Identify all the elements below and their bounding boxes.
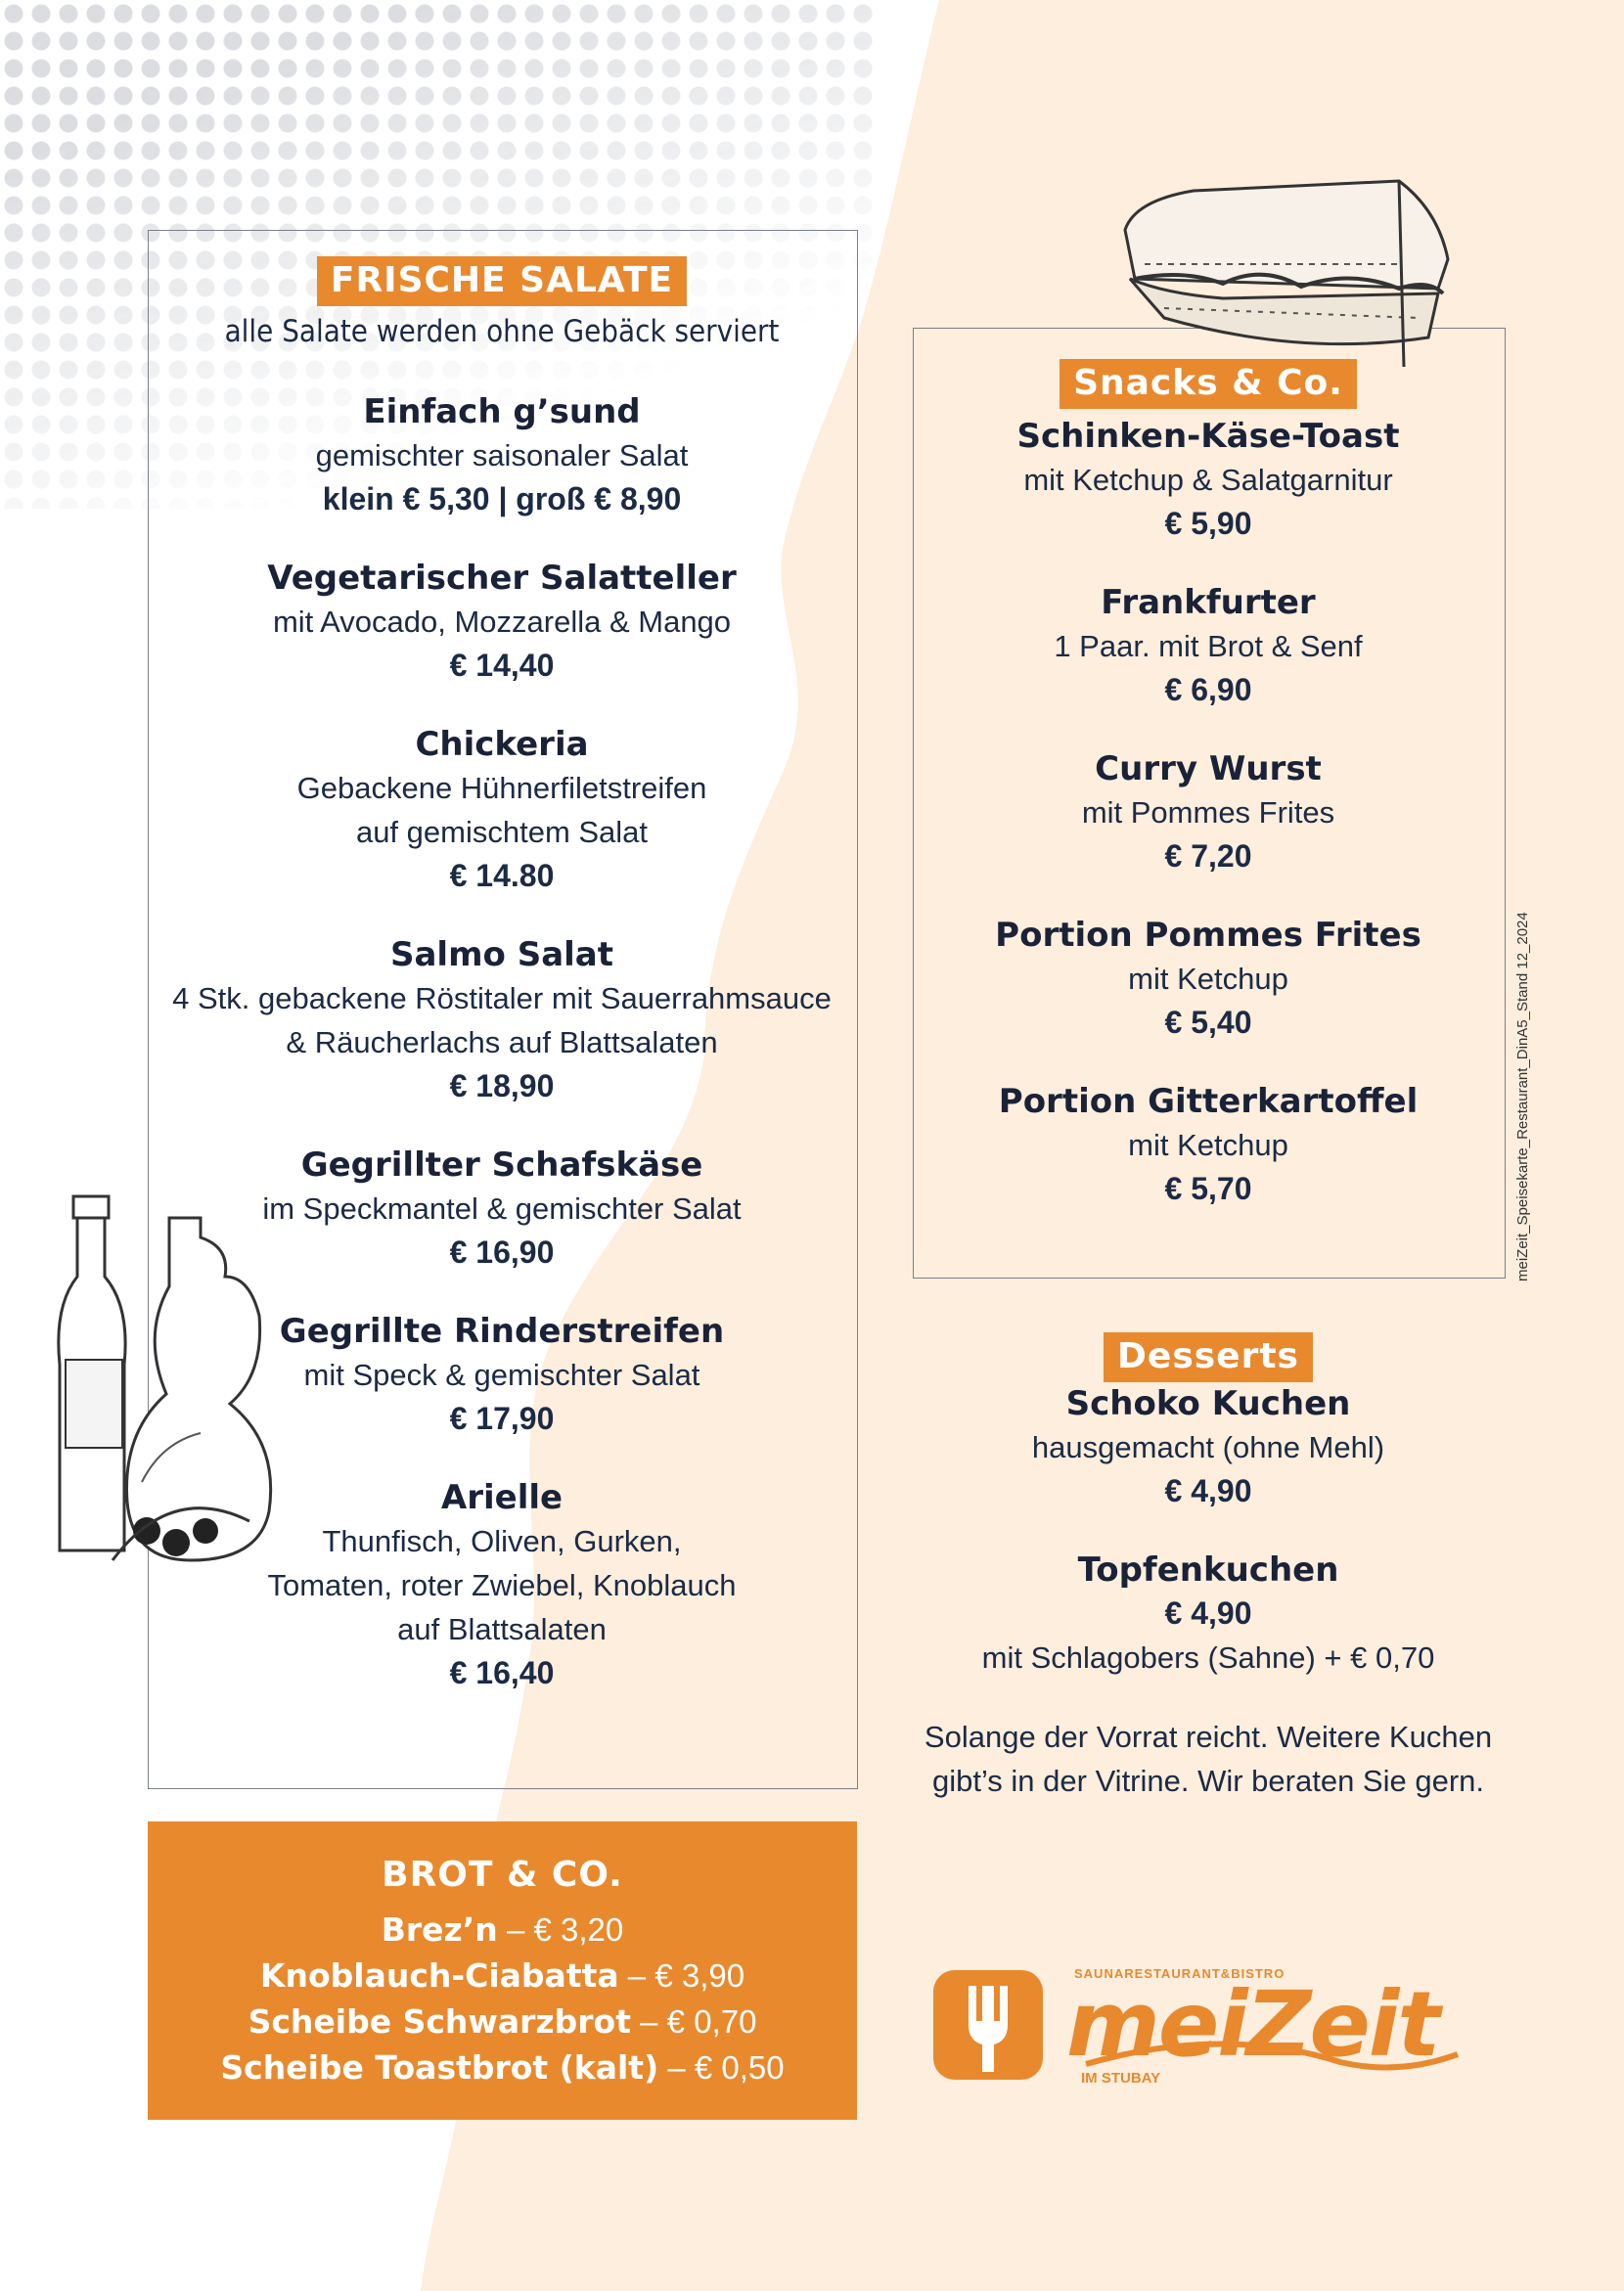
snack-item-price: € 7,20 bbox=[1164, 838, 1252, 874]
logo-name: meiZeit bbox=[1066, 1972, 1440, 2077]
salad-item-price: € 16,40 bbox=[449, 1655, 555, 1690]
brot-item-price: – € 0,70 bbox=[630, 2003, 757, 2040]
salad-item-name: Gegrillter Schafskäse bbox=[300, 1146, 703, 1185]
salad-item: Einfach g’sund gemischter saisonaler Sala… bbox=[148, 390, 856, 521]
snacks-title: Snacks & Co. bbox=[1060, 359, 1357, 409]
salad-item-desc: auf gemischtem Salat bbox=[355, 815, 649, 849]
salad-item: Gegrillte Rinderstreifen mit Speck & gemi… bbox=[148, 1310, 856, 1441]
snack-item: Schinken-Käse-Toast mit Ketchup & Salatga… bbox=[913, 415, 1504, 546]
snack-item: Portion Pommes Frites mit Ketchup € 5,40 bbox=[913, 914, 1504, 1045]
side-footnote: meiZeit_Speisekarte_Restaurant_DinA5_Sta… bbox=[1514, 912, 1531, 1281]
meizeit-logo: SAUNARESTAURANT&BISTRO meiZeit IM STUBAY bbox=[929, 1947, 1477, 2093]
logo-bottom-text: IM STUBAY bbox=[1081, 2070, 1161, 2087]
snack-item-name: Portion Pommes Frites bbox=[995, 916, 1421, 955]
brot-title: BROT & CO. bbox=[382, 1855, 623, 1895]
salad-item-price: € 17,90 bbox=[449, 1401, 555, 1436]
snacks-section: Snacks & Co. Schinken-Käse-Toast mit Ketc… bbox=[913, 359, 1504, 1211]
snack-item-name: Curry Wurst bbox=[1095, 749, 1322, 788]
brot-list: Brez’n – € 3,20 Knoblauch-Ciabatta – € 3,… bbox=[148, 1907, 857, 2090]
desserts-title: Desserts bbox=[1104, 1332, 1313, 1382]
salad-item-desc: mit Speck & gemischter Salat bbox=[303, 1358, 700, 1392]
snacks-list: Schinken-Käse-Toast mit Ketchup & Salatga… bbox=[913, 415, 1504, 1211]
snack-item-name: Frankfurter bbox=[1101, 583, 1316, 622]
brot-item: Scheibe Toastbrot (kalt) – € 0,50 bbox=[148, 2044, 857, 2090]
salad-item-desc: Tomaten, roter Zwiebel, Knoblauch bbox=[267, 1568, 737, 1602]
dessert-item: Topfenkuchen € 4,90 mit Schlagobers (Sahne… bbox=[913, 1549, 1504, 1680]
brot-item: Brez’n – € 3,20 bbox=[148, 1907, 857, 1953]
salad-item-name: Vegetarischer Salatteller bbox=[267, 559, 737, 598]
salad-item-desc: & Räucherlachs auf Blattsalaten bbox=[286, 1025, 718, 1059]
brot-item: Knoblauch-Ciabatta – € 3,90 bbox=[148, 1953, 857, 1999]
salad-item-desc: auf Blattsalaten bbox=[397, 1612, 607, 1646]
dessert-item-desc: mit Schlagobers (Sahne) + € 0,70 bbox=[981, 1640, 1435, 1675]
salads-section: FRISCHE SALATE alle Salate werden ohne G… bbox=[148, 256, 856, 1695]
salad-item-name: Chickeria bbox=[415, 725, 589, 764]
salad-item: Vegetarischer Salatteller mit Avocado, Mo… bbox=[148, 557, 856, 688]
salad-item-desc: Gebackene Hühnerfiletstreifen bbox=[296, 771, 707, 805]
dessert-item-desc: hausgemacht (ohne Mehl) bbox=[1031, 1430, 1385, 1464]
brot-section: BROT & CO. Brez’n – € 3,20 Knoblauch-Ciab… bbox=[148, 1821, 857, 2120]
salads-list: Einfach g’sund gemischter saisonaler Sala… bbox=[148, 390, 856, 1695]
salad-item-name: Salmo Salat bbox=[390, 935, 613, 974]
salad-item-desc: 4 Stk. gebackene Röstitaler mit Sauerrah… bbox=[172, 981, 832, 1015]
salad-item-name: Einfach g’sund bbox=[363, 392, 641, 431]
salad-item-price: € 18,90 bbox=[449, 1068, 555, 1103]
salad-item-desc: Thunfisch, Oliven, Gurken, bbox=[322, 1524, 682, 1558]
salad-item: Gegrillter Schafskäse im Speckmantel & ge… bbox=[148, 1144, 856, 1275]
salad-item-name: Gegrillte Rinderstreifen bbox=[279, 1312, 725, 1351]
brot-item-price: – € 0,50 bbox=[658, 2049, 785, 2086]
salad-item: Chickeria Gebackene Hühnerfiletstreifen au… bbox=[148, 723, 856, 898]
snack-item-price: € 5,70 bbox=[1164, 1171, 1252, 1206]
brot-item: Scheibe Schwarzbrot – € 0,70 bbox=[148, 1999, 857, 2044]
oil-bottles-illustration bbox=[57, 1194, 273, 1562]
sandwich-illustration bbox=[1123, 179, 1450, 367]
salads-note: alle Salate werden ohne Gebäck serviert bbox=[224, 314, 780, 349]
salad-item-price: € 14.80 bbox=[449, 858, 555, 893]
snack-item-price: € 5,90 bbox=[1164, 506, 1252, 541]
brot-item-name: Scheibe Toastbrot (kalt) bbox=[220, 2048, 659, 2087]
snack-item-desc: 1 Paar. mit Brot & Senf bbox=[1054, 629, 1363, 663]
brot-item-name: Scheibe Schwarzbrot bbox=[248, 2002, 631, 2041]
fork-icon bbox=[933, 1970, 1460, 2080]
snack-item-desc: mit Ketchup bbox=[1128, 1128, 1288, 1162]
snack-item-desc: mit Ketchup & Salatgarnitur bbox=[1023, 463, 1393, 497]
snack-item-desc: mit Pommes Frites bbox=[1081, 795, 1335, 830]
snack-item-price: € 5,40 bbox=[1164, 1005, 1252, 1040]
dessert-item-price: € 4,90 bbox=[1164, 1595, 1252, 1631]
snack-item: Portion Gitterkartoffel mit Ketchup € 5,70 bbox=[913, 1080, 1504, 1211]
salad-item-desc: im Speckmantel & gemischter Salat bbox=[262, 1191, 742, 1226]
brot-item-price: – € 3,20 bbox=[497, 1911, 624, 1948]
desserts-section: Desserts Schoko Kuchen hausgemacht (ohne … bbox=[913, 1332, 1504, 1803]
salad-item-price: klein € 5,30 | groß € 8,90 bbox=[322, 481, 682, 517]
desserts-list: Schoko Kuchen hausgemacht (ohne Mehl) € 4,… bbox=[913, 1382, 1504, 1680]
salad-item: Salmo Salat 4 Stk. gebackene Röstitaler m… bbox=[148, 933, 856, 1108]
logo-top-text: SAUNARESTAURANT&BISTRO bbox=[1074, 1966, 1286, 1981]
snack-item-desc: mit Ketchup bbox=[1128, 962, 1288, 996]
dessert-item-price: € 4,90 bbox=[1164, 1473, 1252, 1508]
salads-title: FRISCHE SALATE bbox=[316, 256, 688, 306]
salad-item-price: € 16,90 bbox=[449, 1235, 555, 1270]
brot-item-name: Knoblauch-Ciabatta bbox=[259, 1956, 619, 1995]
salad-item-desc: gemischter saisonaler Salat bbox=[315, 438, 689, 472]
snack-item: Curry Wurst mit Pommes Frites € 7,20 bbox=[913, 747, 1504, 878]
snack-item-name: Portion Gitterkartoffel bbox=[998, 1082, 1419, 1121]
brot-item-price: – € 3,90 bbox=[618, 1957, 745, 1994]
decorative-dot-pattern bbox=[0, 0, 880, 509]
snack-item-name: Schinken-Käse-Toast bbox=[1016, 417, 1400, 456]
salad-item-price: € 14,40 bbox=[449, 648, 555, 683]
dessert-note-line: Solange der Vorrat reicht. Weitere Kuche… bbox=[924, 1720, 1493, 1754]
snack-item: Frankfurter 1 Paar. mit Brot & Senf € 6,90 bbox=[913, 581, 1504, 712]
dessert-item-name: Topfenkuchen bbox=[1077, 1550, 1339, 1590]
salad-item-name: Arielle bbox=[440, 1478, 564, 1517]
brot-item-name: Brez’n bbox=[381, 1910, 498, 1949]
salads-box bbox=[148, 230, 858, 1789]
dessert-item: Schoko Kuchen hausgemacht (ohne Mehl) € 4,… bbox=[913, 1382, 1504, 1513]
dessert-note-line: gibt’s in der Vitrine. Wir beraten Sie g… bbox=[931, 1764, 1485, 1798]
snack-item-price: € 6,90 bbox=[1164, 672, 1252, 707]
dessert-item-name: Schoko Kuchen bbox=[1065, 1384, 1351, 1423]
salad-item: Arielle Thunfisch, Oliven, Gurken, Tomaten… bbox=[148, 1476, 856, 1695]
desserts-note: Solange der Vorrat reicht. Weitere Kuche… bbox=[913, 1715, 1504, 1803]
salad-item-desc: mit Avocado, Mozzarella & Mango bbox=[272, 605, 732, 639]
